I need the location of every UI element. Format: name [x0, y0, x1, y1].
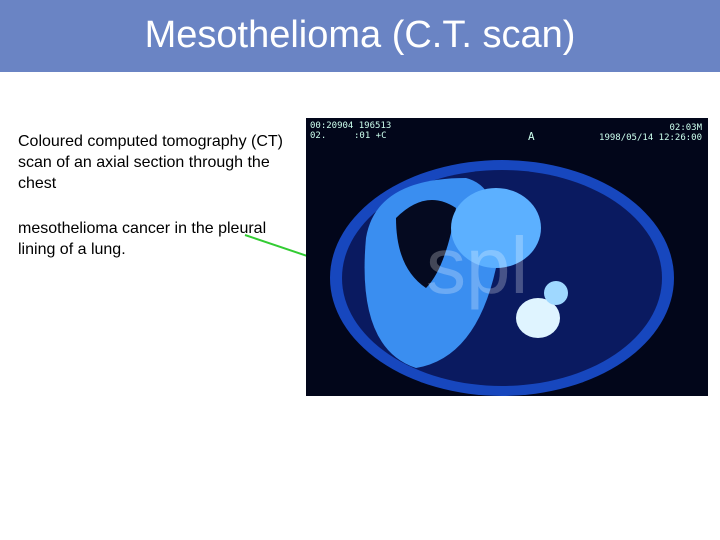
collapsed-lung	[396, 200, 456, 288]
slide-title: Mesothelioma (C.T. scan)	[144, 14, 576, 56]
vertebra	[516, 298, 560, 338]
overlay-text: 02.	[310, 131, 326, 141]
overlay-text: 00:20904 196513	[310, 121, 391, 131]
overlay-text: :01 +C	[354, 131, 387, 141]
overlay-text: 1998/05/14 12:26:00	[599, 133, 702, 143]
watermark: spl	[426, 221, 528, 310]
overlay-text: 02:03M	[669, 123, 702, 133]
heart	[451, 188, 541, 268]
ct-scan-image: 00:20904 196513 02. :01 +C 02:03M 1998/0…	[306, 118, 708, 396]
overlay-text: A	[528, 130, 535, 143]
description: Coloured computed tomography (CT) scan o…	[18, 133, 284, 192]
aorta	[544, 281, 568, 305]
title-bar	[0, 0, 720, 72]
description: mesothelioma cancer in the pleural linin…	[18, 220, 267, 258]
